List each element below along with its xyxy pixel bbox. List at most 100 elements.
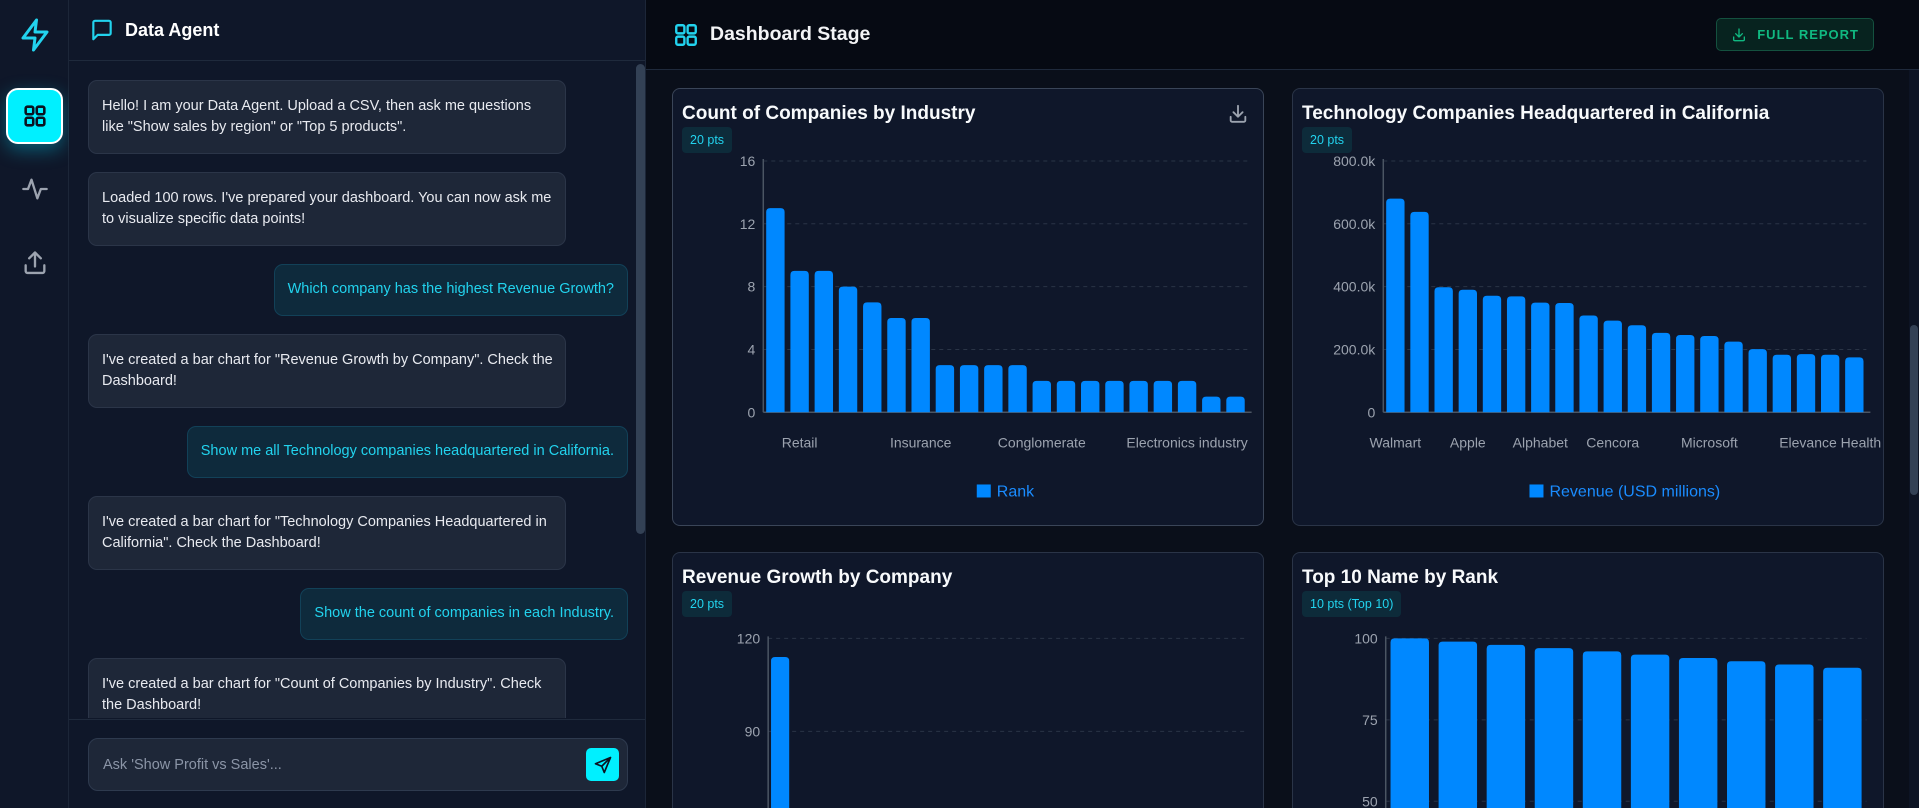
bot-message: Hello! I am your Data Agent. Upload a CS… [88,80,566,154]
bar [1534,648,1574,808]
y-tick-label: 120 [737,630,761,646]
bar [766,208,785,413]
chart-card-tech-california: Technology Companies Headquartered in Ca… [1292,88,1884,526]
bar [1627,325,1647,413]
bar [1820,354,1840,413]
bar [1772,354,1792,413]
bar [1796,354,1816,413]
x-tick-label: Conglomerate [998,435,1086,451]
chart-title: Technology Companies Headquartered in Ca… [1302,103,1770,124]
lightning-bolt-icon [21,18,49,52]
chat-input[interactable] [89,739,559,790]
chat-input-box [88,738,628,791]
message-list: Hello! I am your Data Agent. Upload a CS… [69,62,634,718]
bot-message: Loaded 100 rows. I've prepared your dash… [88,172,566,246]
bar [790,270,809,413]
grid-icon [675,23,697,46]
y-tick-label: 16 [740,153,756,169]
send-button[interactable] [586,748,619,781]
bar [863,302,882,413]
bar [1823,667,1862,808]
download-icon [1733,27,1746,41]
chat-title: Data Agent [125,19,220,40]
bar-chart: 6090120 [737,630,1247,808]
y-tick-label: 400.0k [1333,279,1376,295]
bot-message: I've created a bar chart for "Technology… [88,496,566,570]
download-chart-icon[interactable] [1227,103,1249,125]
bar [1531,302,1550,413]
bar [1775,664,1814,808]
full-report-label: FULL REPORT [1757,27,1859,42]
bar [887,318,906,413]
bar [1410,211,1429,413]
bar [1582,651,1622,808]
y-tick-label: 12 [740,216,756,232]
x-tick-label: Retail [782,435,818,451]
y-tick-label: 75 [1362,712,1378,728]
rail-upload-button[interactable] [6,235,63,291]
y-tick-label: 800.0k [1333,153,1376,169]
chat-input-area [69,719,645,808]
chart-card-industry-count: Count of Companies by Industry 20 pts 0 4… [672,88,1264,526]
legend-label: Revenue (USD millions) [1549,483,1720,500]
y-tick-label: 0 [747,404,755,420]
bar-chart: 0 200.0k 400.0k 600.0k 800.0k Walmart Apple Alp… [1333,153,1881,501]
send-icon [594,756,611,773]
rail-dashboard-button[interactable] [6,88,63,144]
bar [1202,396,1221,413]
rail-analytics-button[interactable] [6,161,63,217]
legend-label: Rank [997,483,1035,500]
x-tick-label: Insurance [890,435,952,451]
x-tick-label: Apple [1450,435,1486,451]
bar [1153,380,1173,413]
y-tick-label: 600.0k [1333,216,1376,232]
activity-pulse-icon [21,178,48,200]
bar [1845,357,1864,413]
bar [984,365,1003,413]
points-badge: 10 pts (Top 10) [1302,591,1402,617]
grid-icon [23,105,46,127]
bar [838,286,858,413]
user-message: Show me all Technology companies headqua… [186,426,628,478]
bar [1386,198,1405,413]
bar [1630,654,1670,808]
icon-rail [0,0,69,808]
dashboard-title: Dashboard Stage [710,23,871,45]
bar [1486,644,1526,808]
bar [1676,335,1695,413]
y-tick-label: 200.0k [1333,341,1376,357]
upload-icon [24,251,45,275]
bar [1603,320,1622,413]
dashboard-scrollbar-thumb[interactable] [1910,325,1918,495]
chat-scrollbar[interactable] [635,62,645,718]
chart-title: Revenue Growth by Company [682,567,953,588]
user-message: Show the count of companies in each Indu… [300,588,628,640]
bar-chart: 50 75 100 [1354,630,1867,808]
full-report-button[interactable]: FULL REPORT [1716,18,1874,51]
points-badge: 20 pts [682,591,733,617]
chart-title: Count of Companies by Industry [682,103,976,124]
dashboard-scrollbar[interactable] [1909,70,1919,808]
bar [1678,657,1718,808]
bar [1482,295,1502,413]
y-tick-label: 100 [1354,630,1378,646]
y-tick-label: 0 [1367,404,1375,420]
y-tick-label: 4 [747,341,755,357]
bar [1579,315,1598,413]
bar [1748,349,1767,413]
dashboard-stage: Dashboard Stage FULL REPORT Count of Com… [646,0,1919,808]
bar [771,657,790,808]
chat-panel: Data Agent Hello! I am your Data Agent. … [69,0,646,808]
points-badge: 20 pts [682,127,733,153]
points-badge: 20 pts [1302,127,1353,153]
y-tick-label: 90 [745,723,761,739]
x-tick-label: Walmart [1370,435,1422,451]
bar [959,365,979,413]
chat-scrollbar-thumb[interactable] [636,64,645,534]
bar-chart: 0 4 8 12 16 Retail Insurance Conglomerate Electr… [740,153,1252,500]
bar [1651,332,1671,413]
chart-card-revenue-growth: Revenue Growth by Company 20 pts 6090120 [672,552,1264,808]
x-tick-label: Microsoft [1681,435,1738,451]
legend-swatch [1529,484,1544,498]
